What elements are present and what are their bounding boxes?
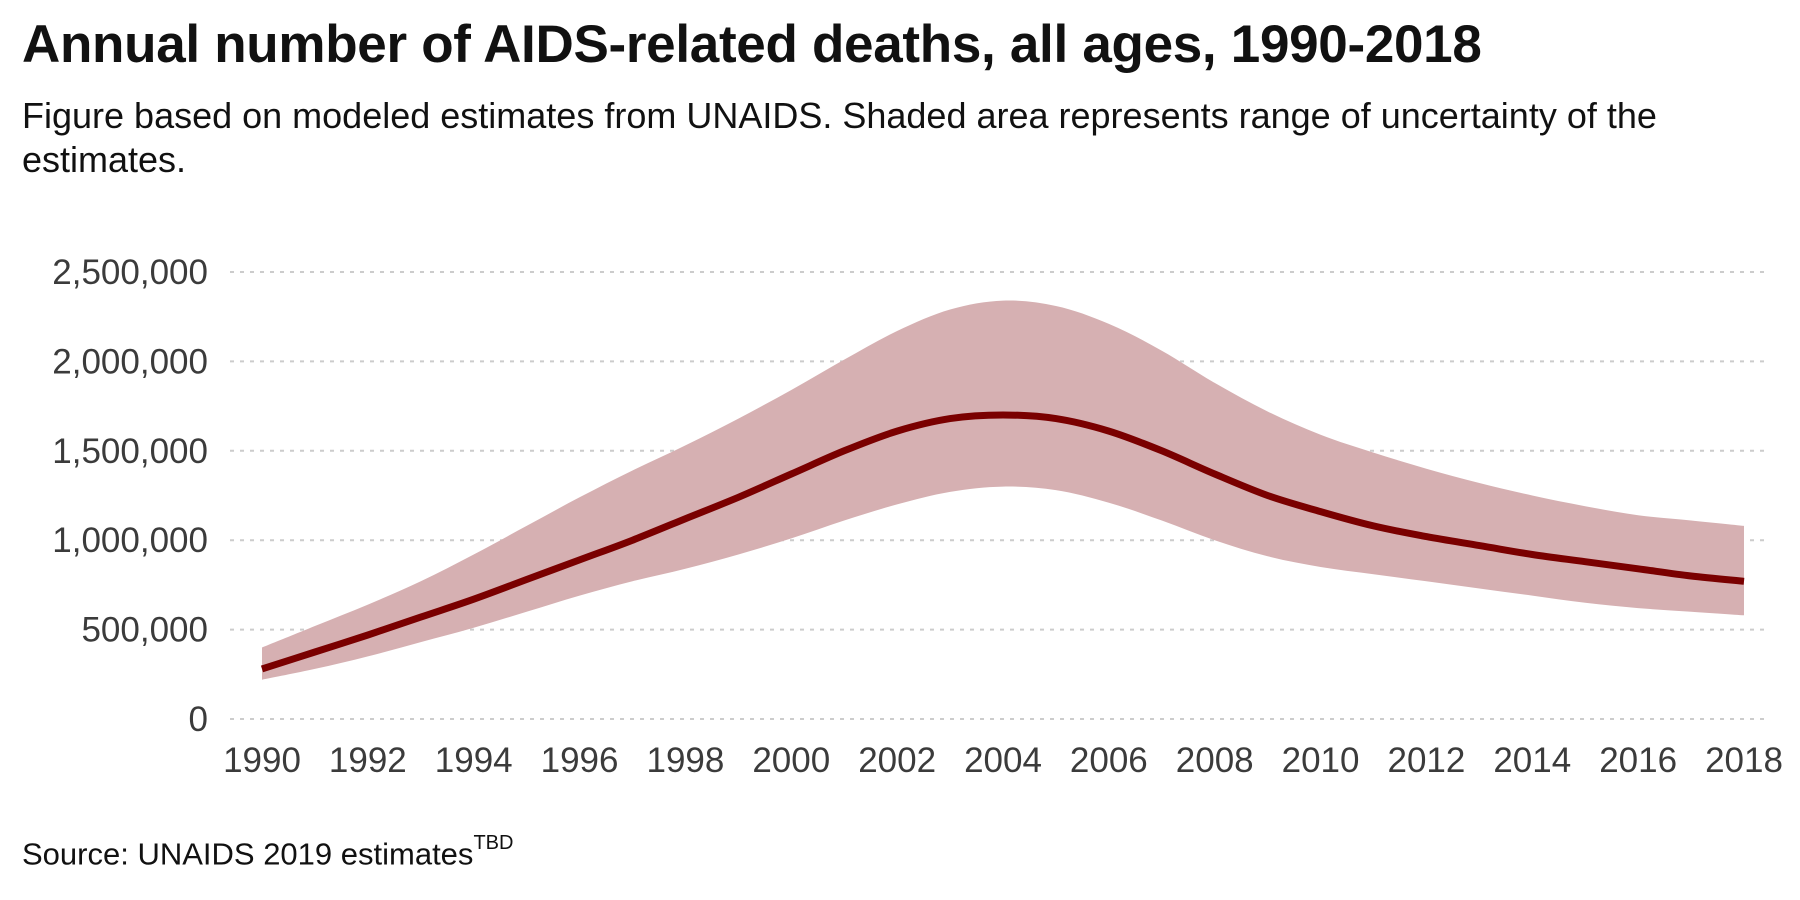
- y-tick-label: 2,500,000: [52, 253, 208, 292]
- y-axis: 0 500,000 1,000,000 1,500,000 2,000,000 2,500…: [52, 253, 208, 739]
- y-tick-label: 500,000: [81, 611, 208, 650]
- x-axis: 1990 1992 1994 1996 1998 2000 2002 2004 2006 2008…: [223, 741, 1783, 780]
- x-tick-label: 2016: [1599, 741, 1677, 780]
- x-tick-label: 2018: [1705, 741, 1783, 780]
- y-tick-label: 1,500,000: [52, 432, 208, 471]
- source-text: Source: UNAIDS 2019 estimates: [22, 836, 474, 872]
- x-tick-label: 2012: [1387, 741, 1465, 780]
- x-tick-label: 1994: [435, 741, 513, 780]
- x-tick-label: 2014: [1493, 741, 1571, 780]
- source-superscript: TBD: [473, 832, 514, 854]
- x-tick-label: 2002: [858, 741, 936, 780]
- uncertainty-band-group: [262, 300, 1744, 680]
- x-tick-label: 2008: [1176, 741, 1254, 780]
- chart-subtitle: Figure based on modeled estimates from U…: [22, 95, 1657, 180]
- source-note: Source: UNAIDS 2019 estimatesTBD: [22, 832, 513, 872]
- x-tick-label: 2000: [752, 741, 830, 780]
- estimate-line-group: [260, 411, 1745, 673]
- uncertainty-band: [262, 300, 1744, 680]
- y-tick-label: 0: [189, 700, 208, 739]
- x-tick-label: 2006: [1070, 741, 1148, 780]
- x-tick-label: 1998: [646, 741, 724, 780]
- estimate-line: [260, 411, 1745, 673]
- y-tick-label: 1,000,000: [52, 521, 208, 560]
- x-tick-label: 2010: [1282, 741, 1360, 780]
- x-tick-label: 1996: [541, 741, 619, 780]
- y-tick-label: 2,000,000: [52, 342, 208, 381]
- x-tick-label: 1992: [329, 741, 407, 780]
- chart-title: Annual number of AIDS-related deaths, al…: [22, 15, 1482, 74]
- x-tick-label: 1990: [223, 741, 301, 780]
- x-tick-label: 2004: [964, 741, 1042, 780]
